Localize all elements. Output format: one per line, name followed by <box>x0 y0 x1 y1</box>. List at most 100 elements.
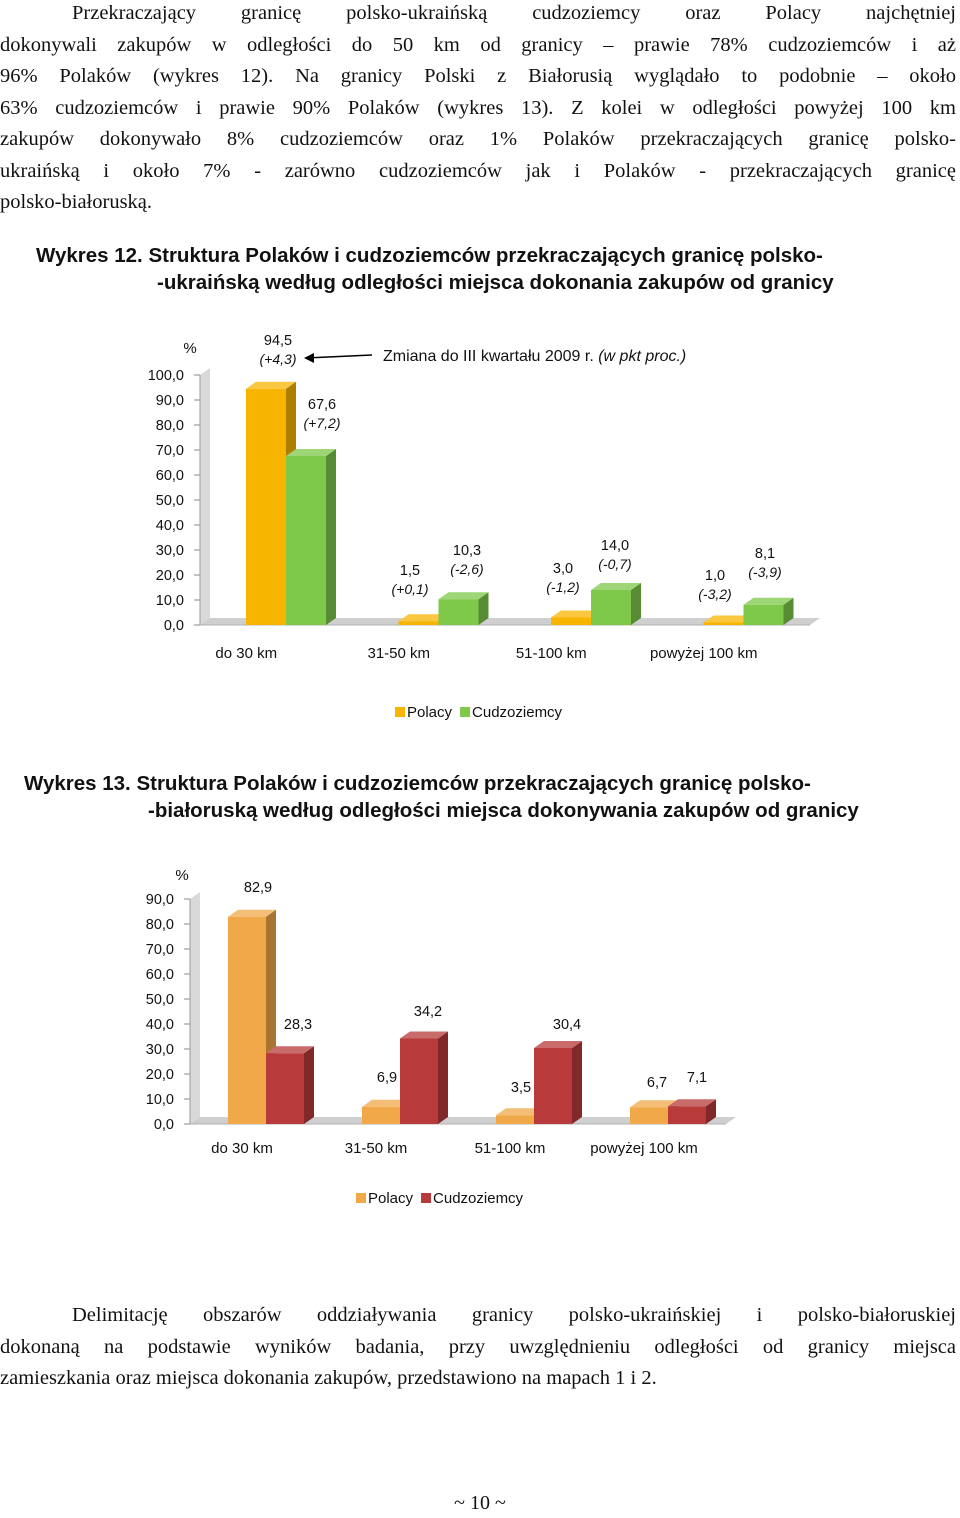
chart13-data-label: 6,7 <box>647 1075 667 1091</box>
intro-line: 96% Polaków (wykres 12). Na granicy Pols… <box>0 65 956 87</box>
chart12-ytick-label: 100,0 <box>148 368 184 384</box>
chart13-bar-cudzoziemcy-1 <box>400 1038 438 1124</box>
chart12-bar-polacy-3 <box>703 622 744 625</box>
chart12-bar-cudzoziemcy-3 <box>743 604 784 625</box>
chart12-annotation-text: Zmiana do III kwartału 2009 r. <box>383 348 598 365</box>
chart12-change-label: (-2,6) <box>450 561 483 577</box>
chart12-legend-swatch <box>460 707 471 717</box>
outro-paragraph: Delimitację obszarów oddziaływania grani… <box>0 1300 956 1395</box>
chart12-ytick-label: 40,0 <box>156 518 184 534</box>
chart13-data-label: 34,2 <box>414 1004 442 1020</box>
chart12-ytick-label: 80,0 <box>156 418 184 434</box>
chart12-bar-top <box>398 614 449 622</box>
chart12-annotation-arrowhead <box>304 353 314 363</box>
chart13-bar-top <box>496 1108 544 1116</box>
chart13-ytick-label: 10,0 <box>146 1092 174 1108</box>
chart12-bar-side <box>631 583 641 625</box>
chart13-ytick-label: 60,0 <box>146 967 174 983</box>
chart13-bar-polacy-0 <box>228 916 266 1124</box>
chart12-data-label: 10,3 <box>453 543 481 559</box>
chart12-legend-label: Cudzoziemcy <box>472 704 563 721</box>
chart12-floor <box>200 618 820 625</box>
page-number: ~ 10 ~ <box>454 1492 506 1514</box>
chart12-bar-side <box>478 592 489 625</box>
chart13-ytick-label: 90,0 <box>146 892 174 908</box>
chart13-side-wall <box>190 892 200 1124</box>
chart13-legend-label: Polacy <box>368 1190 414 1207</box>
outro-line: dokonaną na podstawie wyników badania, p… <box>0 1335 956 1358</box>
intro-line: zakupów dokonywało 8% cudzoziemców oraz … <box>0 128 956 150</box>
chart12-ytick-label: 70,0 <box>156 443 184 459</box>
chart13-ytick-label: 30,0 <box>146 1042 174 1058</box>
chart13-bar-side <box>706 1099 716 1124</box>
chart12-ytick-label: 0,0 <box>164 618 184 634</box>
intro-line: dokonywali zakupów w odległości do 50 km… <box>0 33 956 56</box>
chart12-category-label: 51-100 km <box>516 645 587 662</box>
intro-line: ukraińską i około 7% - zarówno cudzoziem… <box>0 159 956 182</box>
chart13-ytick-label: 40,0 <box>146 1017 174 1033</box>
chart13-bar-cudzoziemcy-3 <box>668 1106 706 1124</box>
chart13-bar-cudzoziemcy-0 <box>266 1053 304 1124</box>
chart12-caption: Wykres 12. Struktura Polaków i cudzoziem… <box>36 242 834 296</box>
chart13-bar-top <box>400 1031 448 1039</box>
chart12-ytick-label: 60,0 <box>156 468 184 484</box>
chart12-unit-label: % <box>183 340 196 357</box>
chart13-bar-side <box>572 1041 582 1124</box>
chart12-data-label: 3,0 <box>553 561 573 577</box>
chart13-bar-cudzoziemcy-2 <box>534 1048 572 1124</box>
chart12-bar-side <box>326 449 336 625</box>
chart13-legend-label: Cudzoziemcy <box>433 1190 524 1207</box>
chart13-category-label: do 30 km <box>211 1140 273 1157</box>
chart13-bar-top <box>668 1099 716 1107</box>
chart12-data-label: 67,6 <box>308 397 336 413</box>
chart12-caption-line1: Wykres 12. Struktura Polaków i cudzoziem… <box>36 244 823 267</box>
chart12-change-label: (+0,1) <box>392 581 429 597</box>
chart12-bar-top <box>286 449 336 456</box>
chart12-annotation: Zmiana do III kwartału 2009 r. (w pkt pr… <box>383 348 686 365</box>
chart-wykres-13: 0,0 10,0 20,0 30,0 40,0 50,0 60,0 70,0 80,0 90,0%… <box>146 867 736 1207</box>
chart13-bar-top <box>266 1046 314 1054</box>
chart12-bar-cudzoziemcy-0 <box>286 456 326 625</box>
chart12-ytick-label: 10,0 <box>156 593 184 609</box>
chart12-ytick-label: 50,0 <box>156 493 184 509</box>
chart13-caption: Wykres 13. Struktura Polaków i cudzoziem… <box>24 770 859 824</box>
chart13-data-label: 7,1 <box>687 1070 707 1086</box>
chart12-bar-polacy-1 <box>398 621 439 625</box>
chart12-bar-top <box>438 592 489 600</box>
chart13-data-label: 3,5 <box>511 1080 531 1096</box>
chart12-bar-top <box>246 381 296 389</box>
chart12-data-label: 1,5 <box>400 563 420 579</box>
chart12-bar-side <box>783 597 794 625</box>
chart12-bar-polacy-0 <box>246 388 286 625</box>
chart13-data-label: 28,3 <box>284 1017 312 1033</box>
chart-wykres-12: 0,0 10,0 20,0 30,0 40,0 50,0 60,0 70,0 80,0 90,0 1… <box>148 333 820 721</box>
chart13-bar-top <box>362 1099 410 1107</box>
chart13-ytick-label: 50,0 <box>146 992 174 1008</box>
chart12-caption-line2: -ukraińską według odległości miejsca dok… <box>157 271 834 294</box>
chart12-bar-polacy-2 <box>551 617 591 625</box>
chart13-caption-line1: Wykres 13. Struktura Polaków i cudzoziem… <box>24 772 811 795</box>
chart12-category-label: 31-50 km <box>367 645 430 662</box>
chart12-change-label: (-3,9) <box>748 564 781 580</box>
chart13-category-label: 51-100 km <box>475 1140 546 1157</box>
chart12-bar-top <box>591 583 641 590</box>
chart12-ytick-label: 20,0 <box>156 568 184 584</box>
intro-paragraph: Przekraczający granicę polsko-ukraińską … <box>0 0 956 219</box>
chart12-data-label: 14,0 <box>601 538 629 554</box>
chart13-legend-swatch <box>356 1193 366 1203</box>
chart13-bar-side <box>438 1031 448 1124</box>
chart13-bar-top <box>228 909 276 917</box>
chart13-caption-line2: -białoruską według odległości miejsca do… <box>148 799 859 822</box>
outro-line: Delimitację obszarów oddziaływania grani… <box>72 1304 956 1326</box>
chart13-category-label: 31-50 km <box>345 1140 408 1157</box>
chart12-data-label: 8,1 <box>755 546 775 562</box>
chart13-ytick-label: 80,0 <box>146 917 174 933</box>
chart13-ytick-label: 70,0 <box>146 942 174 958</box>
chart13-bar-polacy-2 <box>496 1115 534 1124</box>
chart12-bar-cudzoziemcy-1 <box>438 599 479 625</box>
chart13-unit-label: % <box>175 867 188 884</box>
chart13-ytick-label: 0,0 <box>154 1117 174 1133</box>
chart13-category-label: powyżej 100 km <box>590 1140 698 1157</box>
chart12-annotation-italic: (w pkt proc.) <box>598 348 686 365</box>
chart12-data-label: 1,0 <box>705 568 725 584</box>
